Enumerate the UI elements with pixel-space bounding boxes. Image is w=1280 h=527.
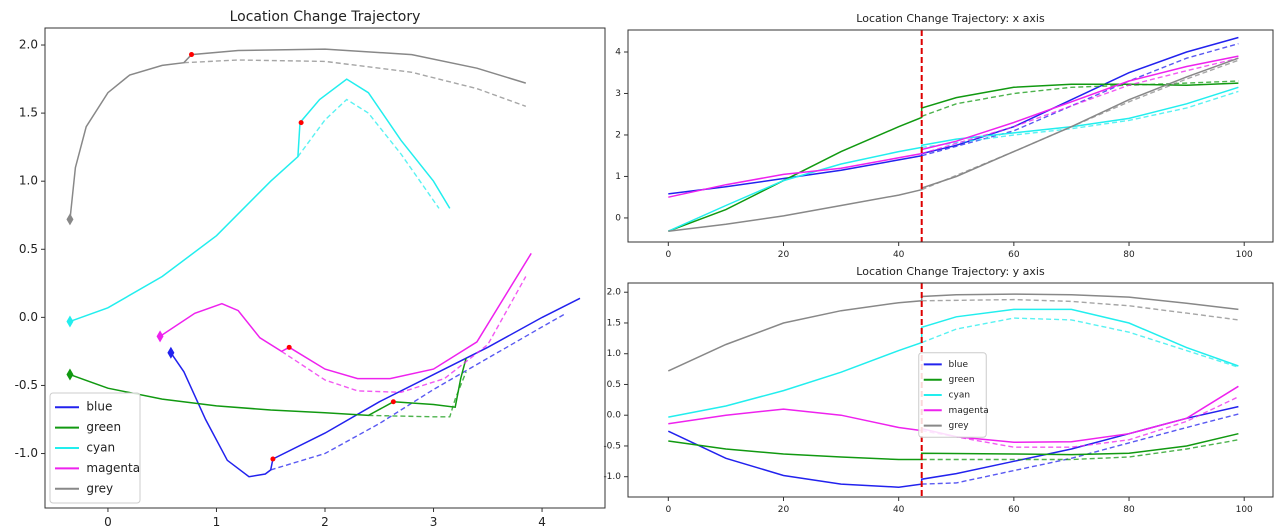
- predicted-line: [270, 313, 565, 471]
- legend: blue green cyan magenta grey: [918, 352, 989, 438]
- legend-label: magenta: [86, 461, 140, 475]
- y-tick-label: 1.0: [607, 349, 622, 359]
- y-tick-label: 1.0: [19, 174, 38, 188]
- plot-frame: [627, 282, 1274, 498]
- legend-label: grey: [86, 481, 113, 495]
- predicted-line: [921, 439, 1239, 461]
- series-line: [69, 78, 451, 323]
- y-tick-label: 1: [615, 172, 621, 182]
- start-marker: [66, 213, 74, 226]
- legend-label: blue: [949, 360, 969, 370]
- change-point: [270, 456, 276, 462]
- predicted-line: [281, 276, 527, 394]
- predicted-line: [921, 43, 1239, 157]
- chart-title: Location Change Trajectory: x axis: [856, 12, 1045, 25]
- y-tick-label: -1.0: [603, 472, 621, 482]
- legend-label: green: [86, 420, 121, 434]
- y-tick-label: 0.0: [19, 310, 38, 324]
- y-tick-label: 0: [615, 213, 621, 223]
- x-tick-label: 2: [321, 515, 329, 527]
- series-line: [69, 48, 527, 220]
- legend-label: magenta: [949, 406, 989, 416]
- y-tick-label: 0.5: [19, 242, 38, 256]
- predicted-line: [921, 57, 1239, 155]
- chart-title: Location Change Trajectory: y axis: [856, 265, 1045, 278]
- y-tick-label: 1.5: [19, 106, 38, 120]
- x-tick-label: 4: [538, 515, 546, 527]
- predicted-line: [921, 80, 1239, 117]
- y-tick-label: -0.5: [603, 441, 621, 451]
- legend-label: cyan: [949, 391, 971, 401]
- series-line: [170, 297, 581, 478]
- change-point: [286, 344, 292, 350]
- x-tick-label: 0: [665, 250, 671, 260]
- x-tick-label: 0: [665, 505, 671, 515]
- x-tick-label: 40: [893, 505, 905, 515]
- plot-frame: [44, 27, 606, 509]
- predicted-line: [297, 98, 440, 209]
- predicted-line: [921, 413, 1239, 485]
- predicted-line: [921, 90, 1239, 149]
- change-point: [298, 120, 304, 126]
- y-tick-label: 0.0: [607, 411, 622, 421]
- x-tick-label: 100: [1236, 250, 1253, 260]
- legend-label: cyan: [86, 441, 115, 455]
- start-marker: [66, 315, 74, 328]
- series-line: [159, 253, 532, 380]
- series-line: [667, 86, 1239, 232]
- legend-box: [49, 392, 141, 504]
- x-tick-label: 0: [104, 515, 112, 527]
- series-line: [69, 358, 467, 417]
- y-tick-label: -1.0: [15, 446, 38, 460]
- x-tick-label: 3: [430, 515, 438, 527]
- chart-title: Location Change Trajectory: [230, 9, 421, 25]
- x-tick-label: 1: [213, 515, 221, 527]
- legend-label: green: [949, 375, 975, 385]
- y-tick-label: 3: [615, 89, 621, 99]
- legend-label: grey: [949, 421, 970, 431]
- change-point: [390, 399, 396, 405]
- x-tick-label: 60: [1008, 250, 1020, 260]
- change-point: [189, 52, 195, 58]
- series-line: [668, 308, 1239, 418]
- legend-label: blue: [86, 400, 112, 414]
- plot-frame: [627, 29, 1274, 243]
- x-tick-label: 40: [893, 250, 905, 260]
- start-marker: [167, 346, 175, 359]
- legend: blue green cyan magenta grey: [49, 392, 141, 504]
- x-tick-label: 20: [778, 250, 790, 260]
- y-tick-label: -0.5: [15, 378, 38, 392]
- start-marker: [156, 330, 164, 343]
- x-tick-label: 80: [1123, 505, 1135, 515]
- predicted-line: [368, 371, 467, 418]
- y-tick-label: 2.0: [19, 38, 38, 52]
- y-tick-label: 4: [615, 47, 621, 57]
- predicted-line: [921, 317, 1239, 368]
- y-tick-label: 1.5: [607, 318, 621, 328]
- predicted-line: [921, 298, 1239, 321]
- x-tick-label: 100: [1236, 505, 1253, 515]
- legend-box: [918, 352, 987, 438]
- x-tick-label: 60: [1008, 505, 1020, 515]
- x-tick-label: 80: [1123, 250, 1135, 260]
- y-tick-label: 2: [615, 130, 621, 140]
- start-marker: [66, 368, 74, 381]
- predicted-line: [183, 59, 527, 107]
- y-tick-label: 2.0: [607, 288, 622, 298]
- x-tick-label: 20: [778, 505, 790, 515]
- predicted-line: [921, 396, 1239, 448]
- y-tick-label: 0.5: [607, 380, 621, 390]
